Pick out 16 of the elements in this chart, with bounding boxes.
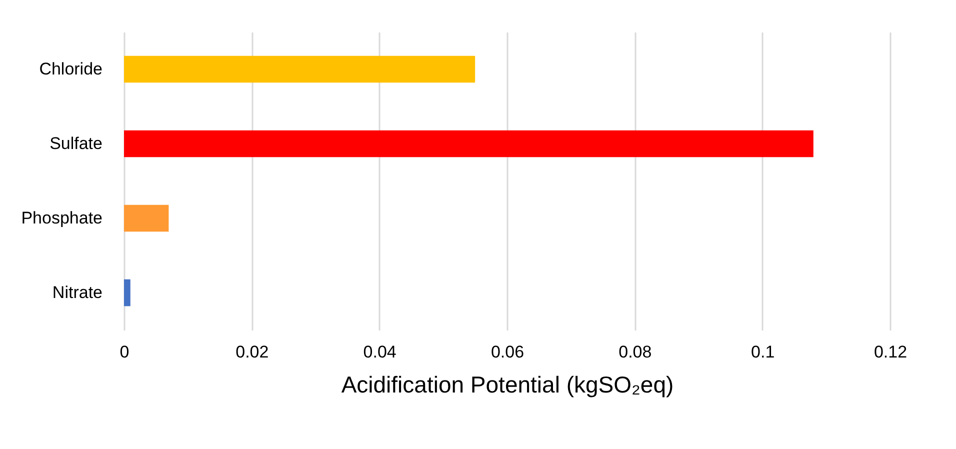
x-tick-label: 0.1	[751, 342, 775, 362]
x-tick-label: 0.06	[490, 342, 524, 362]
bar	[124, 204, 169, 232]
bar	[124, 279, 130, 306]
x-tick-label: 0.08	[618, 342, 652, 362]
bar	[124, 130, 814, 158]
bar	[124, 56, 476, 83]
x-tick-label: 0.12	[874, 342, 908, 362]
x-tick-label: 0.02	[236, 342, 269, 362]
y-tick-label: Nitrate	[52, 282, 102, 302]
x-tick-label: 0.04	[363, 342, 396, 362]
y-tick-label: Sulfate	[50, 134, 102, 153]
y-tick-label: Phosphate	[21, 208, 102, 228]
y-tick-label: Chloride	[39, 59, 102, 78]
x-axis-title: Acidification Potential (kgSO₂eq)	[341, 372, 674, 398]
x-tick-label: 0	[120, 342, 130, 362]
